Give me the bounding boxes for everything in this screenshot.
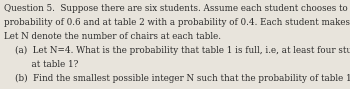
Text: at table 1?: at table 1? <box>4 60 78 69</box>
Text: Let N denote the number of chairs at each table.: Let N denote the number of chairs at eac… <box>4 32 221 41</box>
Text: (b)  Find the smallest possible integer N such that the probability of table 1 b: (b) Find the smallest possible integer N… <box>4 74 350 83</box>
Text: probability of 0.6 and at table 2 with a probability of 0.4. Each student makes : probability of 0.6 and at table 2 with a… <box>4 18 350 27</box>
Text: (a)  Let N=4. What is the probability that table 1 is full, i.e, at least four s: (a) Let N=4. What is the probability tha… <box>4 46 350 55</box>
Text: Question 5.  Suppose there are six students. Assume each student chooses to sit : Question 5. Suppose there are six studen… <box>4 4 350 13</box>
